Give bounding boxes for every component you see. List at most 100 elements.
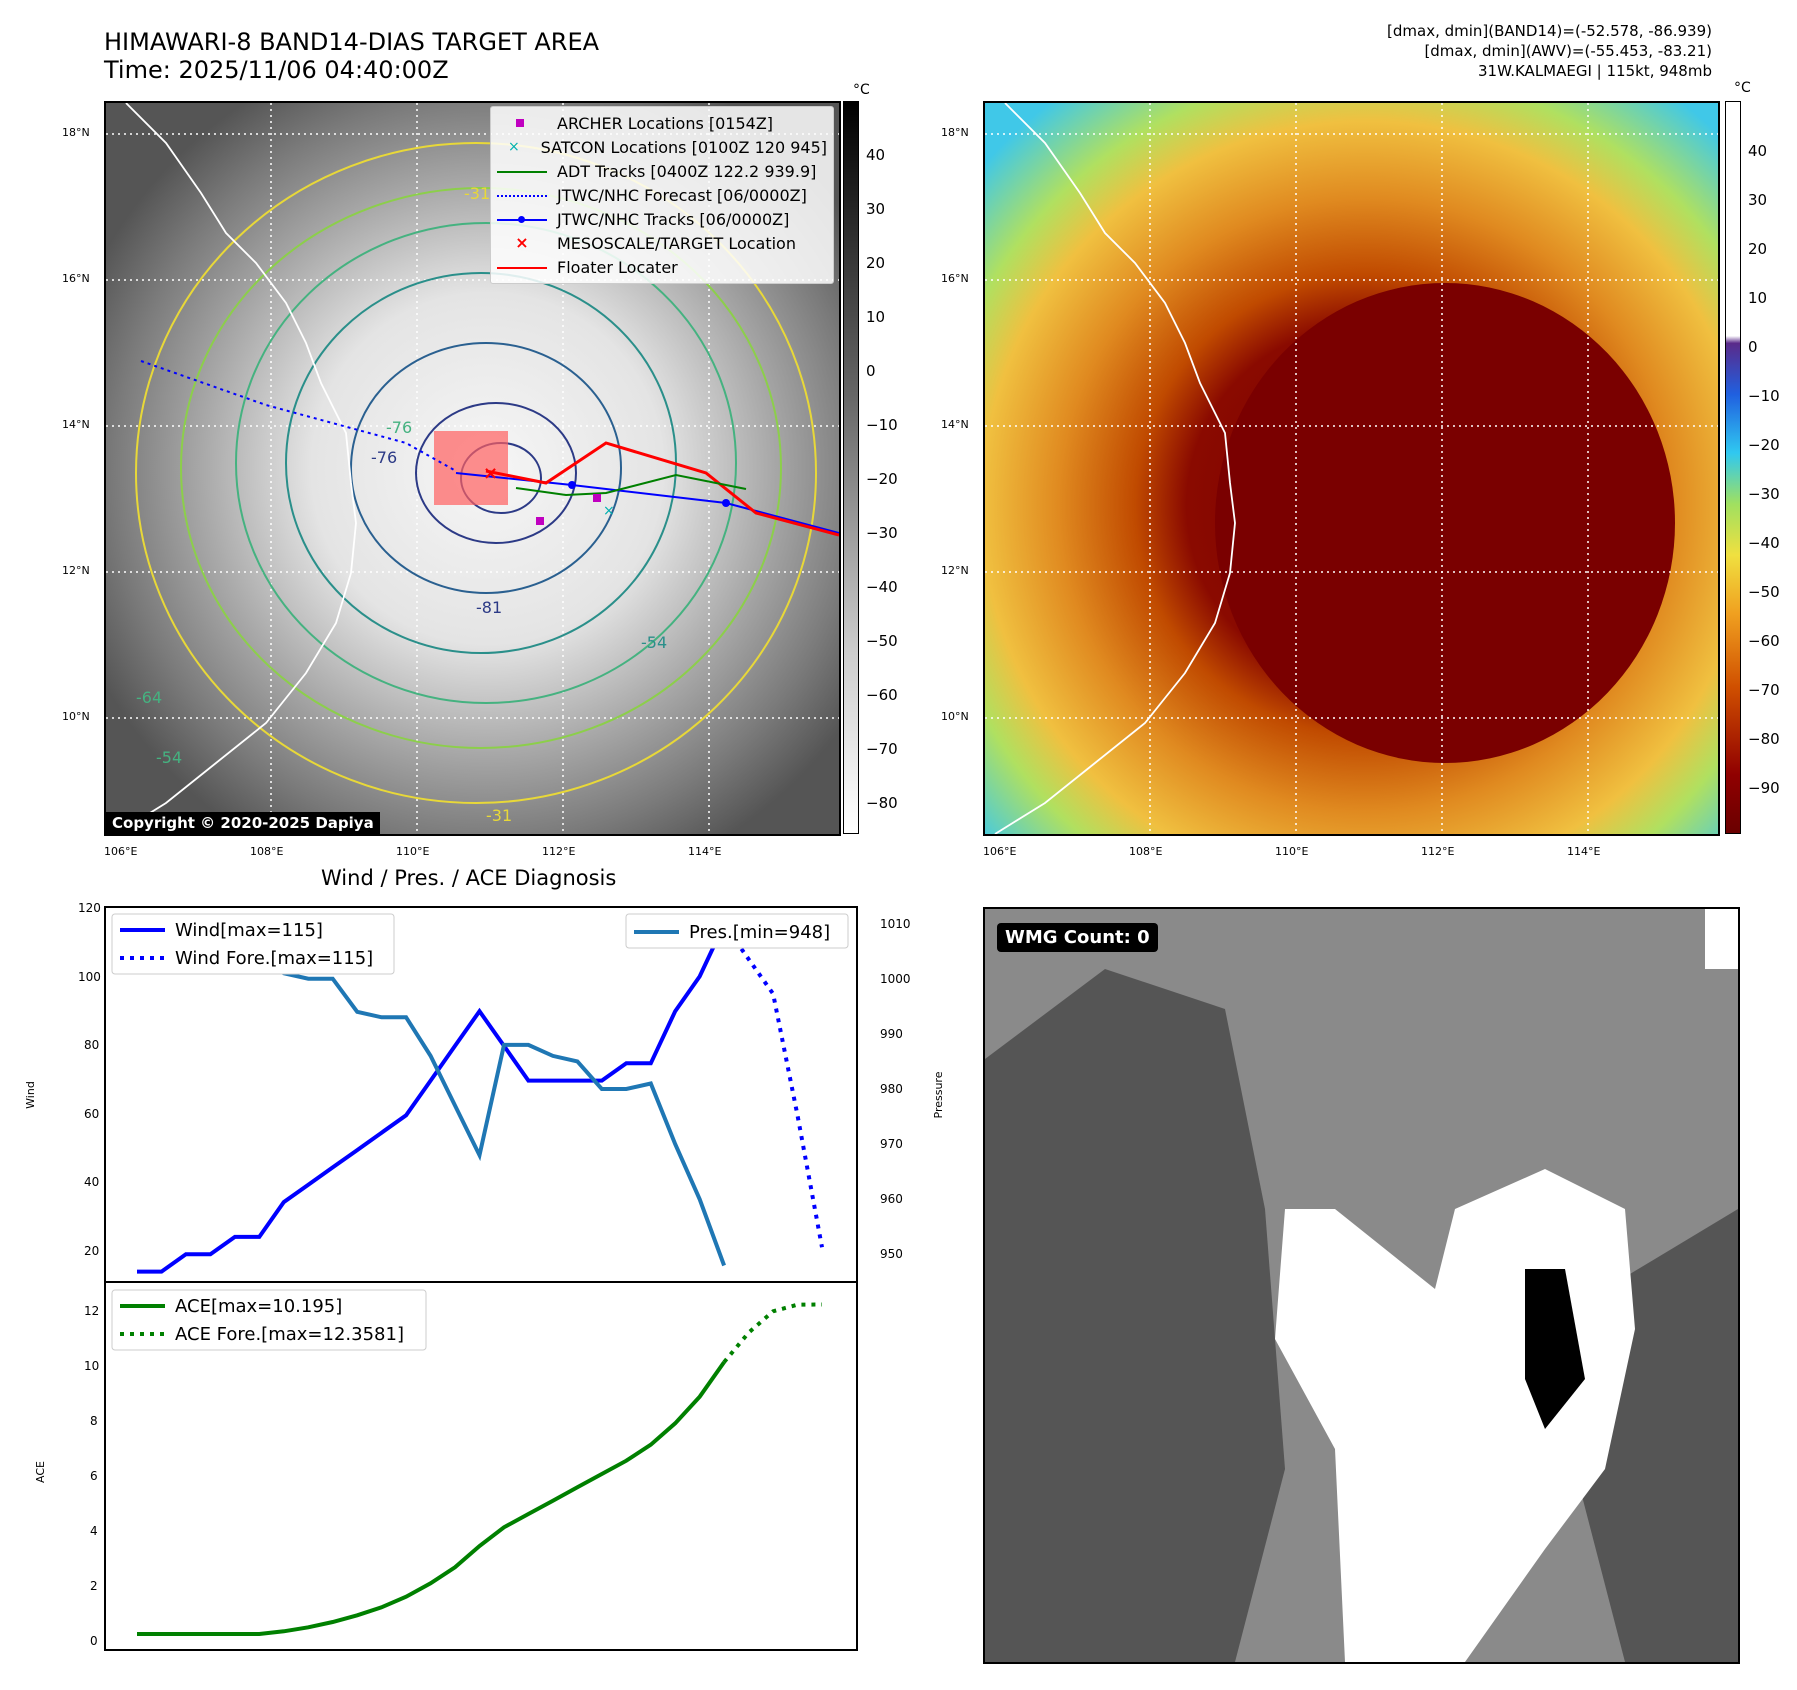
wmg-count-label: WMG Count: 0 xyxy=(997,923,1158,952)
contour-label: -54 xyxy=(641,633,667,652)
pressure-legend: Pres.[min=948] xyxy=(625,913,849,949)
ir-contours xyxy=(135,142,817,804)
ace-axis-title: ACE xyxy=(34,1461,47,1483)
target-box xyxy=(434,431,508,505)
wind-tick: 20 xyxy=(84,1244,99,1258)
colorbar-tick: −20 xyxy=(1748,436,1780,454)
archer-marker xyxy=(593,494,601,502)
wind-line xyxy=(137,923,726,1274)
wind-tick: 120 xyxy=(78,901,101,915)
lat-label: 16°N xyxy=(62,272,90,285)
lat-label: 10°N xyxy=(941,710,969,723)
lon-label: 114°E xyxy=(688,845,722,858)
colorbar-tick: −30 xyxy=(866,524,898,542)
lon-label: 108°E xyxy=(250,845,284,858)
lon-label: 114°E xyxy=(1567,845,1601,858)
storm-info: 31W.KALMAEGI | 115kt, 948mb xyxy=(1478,62,1712,80)
lat-label: 12°N xyxy=(62,564,90,577)
lon-label: 106°E xyxy=(983,845,1017,858)
colorbar-tick: 0 xyxy=(1748,338,1758,356)
legend-item-jtwc-tracks: JTWC/NHC Tracks [06/0000Z] xyxy=(497,207,827,231)
pressure-tick: 1000 xyxy=(880,972,911,986)
ace-tick: 12 xyxy=(84,1304,99,1318)
colorbar-tick: 30 xyxy=(1748,191,1768,209)
wmg-image xyxy=(985,909,1738,1662)
awv-coastline xyxy=(994,103,1236,834)
colorbar-left xyxy=(843,101,859,834)
page-title: HIMAWARI-8 BAND14-DIAS TARGET AREA xyxy=(104,28,600,56)
wmg-white-patch xyxy=(1705,909,1738,969)
awv-map xyxy=(985,103,1718,834)
lat-label: 14°N xyxy=(62,418,90,431)
colorbar-tick: −30 xyxy=(1748,485,1780,503)
colorbar-right xyxy=(1725,101,1741,834)
colorbar-tick: 30 xyxy=(866,200,886,218)
lon-label: 110°E xyxy=(396,845,430,858)
legend-wind-forecast: Wind Fore.[max=115] xyxy=(175,948,373,969)
contour-label: -31 xyxy=(486,806,512,825)
pressure-tick: 990 xyxy=(880,1027,903,1041)
ir-coastline xyxy=(115,103,357,834)
lat-label: 18°N xyxy=(62,126,90,139)
jtwc-track-point xyxy=(568,481,576,489)
wmg-dark-band xyxy=(985,969,1285,1662)
colorbar-tick: 10 xyxy=(1748,289,1768,307)
archer-marker xyxy=(536,517,544,525)
colorbar-tick: −10 xyxy=(1748,387,1780,405)
contour-label: -64 xyxy=(136,688,162,707)
contour-label: -31 xyxy=(464,184,490,203)
jtwc-track xyxy=(455,472,839,534)
legend-wind: Wind[max=115] xyxy=(175,920,323,941)
lat-label: 18°N xyxy=(941,126,969,139)
pressure-axis-title: Pressure xyxy=(932,1071,945,1118)
ace-tick: 6 xyxy=(90,1469,98,1483)
pressure-tick: 970 xyxy=(880,1137,903,1151)
wind-tick: 60 xyxy=(84,1107,99,1121)
info-line-2: [dmax, dmin](AWV)=(-55.453, -83.21) xyxy=(1424,42,1712,60)
target-marker: × xyxy=(483,463,498,484)
colorbar-tick: −90 xyxy=(1748,779,1780,797)
ace-line xyxy=(137,1360,726,1636)
diagnosis-chart: Wind Pressure ACE 120 100 80 60 40 20 10… xyxy=(24,901,945,1651)
legend-item-mesoscale: × MESOSCALE/TARGET Location xyxy=(515,233,796,253)
colorbar-tick: −60 xyxy=(866,686,898,704)
info-line-1: [dmax, dmin](BAND14)=(-52.578, -86.939) xyxy=(1387,22,1712,40)
wind-legend: Wind[max=115] Wind Fore.[max=115] xyxy=(111,913,395,975)
colorbar-tick: −70 xyxy=(1748,681,1780,699)
lat-label: 10°N xyxy=(62,710,90,723)
wind-axis-title: Wind xyxy=(24,1081,37,1109)
pressure-tick: 960 xyxy=(880,1192,903,1206)
floater-track xyxy=(485,441,839,537)
colorbar-right-unit: °C xyxy=(1734,80,1751,96)
colorbar-tick: −80 xyxy=(866,794,898,812)
colorbar-tick: 20 xyxy=(866,254,886,272)
colorbar-tick: −60 xyxy=(1748,632,1780,650)
contour-label: -76 xyxy=(386,418,412,437)
colorbar-tick: 0 xyxy=(866,362,876,380)
colorbar-tick: −50 xyxy=(866,632,898,650)
colorbar-tick: 10 xyxy=(866,308,886,326)
awv-core xyxy=(1215,283,1675,763)
colorbar-tick: 40 xyxy=(866,146,886,164)
colorbar-left-unit: °C xyxy=(853,82,870,98)
satcon-marker: × xyxy=(603,503,615,519)
diagnosis-title: Wind / Pres. / ACE Diagnosis xyxy=(321,866,617,890)
lat-label: 12°N xyxy=(941,564,969,577)
pressure-tick: 980 xyxy=(880,1082,903,1096)
ace-forecast-line xyxy=(722,1302,823,1364)
legend-item-floater: Floater Locater xyxy=(497,255,827,279)
ace-tick: 2 xyxy=(90,1579,98,1593)
legend-item-jtwc-forecast: JTWC/NHC Forecast [06/0000Z] xyxy=(497,183,827,207)
adt-track xyxy=(515,473,747,497)
pressure-tick: 1010 xyxy=(880,917,911,931)
wind-forecast-line xyxy=(722,923,824,1248)
ace-frame xyxy=(104,1281,858,1651)
legend-pressure: Pres.[min=948] xyxy=(689,922,830,943)
legend-item-adt: ADT Tracks [0400Z 122.2 939.9] xyxy=(497,159,827,183)
legend-item-satcon: × SATCON Locations [0100Z 120 945] xyxy=(507,137,827,157)
lon-label: 106°E xyxy=(104,845,138,858)
wind-tick: 80 xyxy=(84,1038,99,1052)
ace-tick: 4 xyxy=(90,1524,98,1538)
copyright: Copyright © 2020-2025 Dapiya xyxy=(106,812,380,834)
lon-label: 112°E xyxy=(542,845,576,858)
